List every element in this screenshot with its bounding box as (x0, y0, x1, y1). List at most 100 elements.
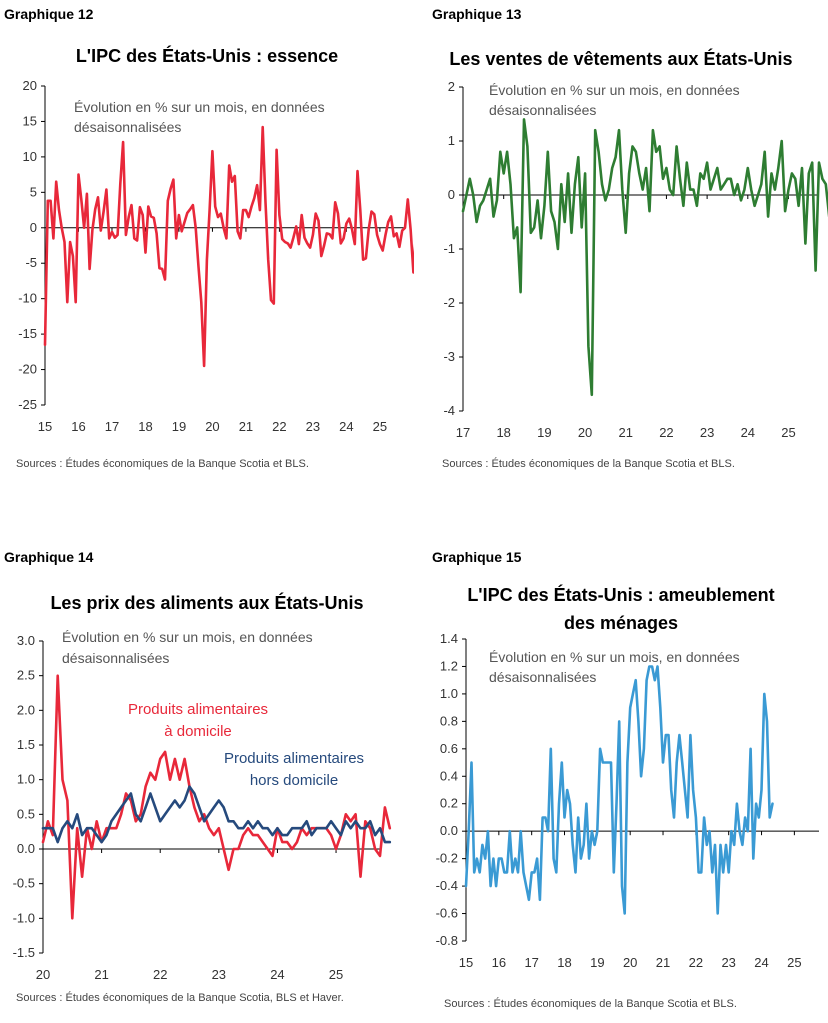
y-tick-label: -20 (18, 362, 37, 377)
chart-title: L'IPC des États-Unis : ameublement des m… (467, 585, 775, 633)
chart-svg-gasoline: Évolution en % sur un mois, en données d… (18, 78, 414, 434)
x-tick-label: 22 (659, 425, 673, 440)
y-tick-label: 0.2 (440, 796, 458, 811)
x-tick-label: 21 (239, 419, 253, 434)
x-tick-label: 25 (329, 967, 343, 982)
y-tick-label: -2 (443, 295, 455, 310)
y-tick-label: 1 (448, 133, 455, 148)
y-tick-label: -0.8 (436, 933, 458, 948)
x-tick-label: 24 (270, 967, 284, 982)
x-tick-label: 21 (619, 425, 633, 440)
x-tick-label: 25 (781, 425, 795, 440)
x-tick-label: 19 (590, 955, 604, 970)
y-tick-label: 0.8 (440, 713, 458, 728)
y-tick-label: -5 (25, 255, 37, 270)
chart-title: Les ventes de vêtements aux États-Unis (449, 49, 793, 69)
x-tick-label: 16 (492, 955, 506, 970)
y-tick-label: 0.4 (440, 768, 458, 783)
x-tick-label: 18 (496, 425, 510, 440)
y-tick-label: -15 (18, 326, 37, 341)
series-line-0 (461, 118, 828, 397)
legend-home-line-1: Produits alimentaires (128, 701, 268, 718)
x-tick-label: 20 (205, 419, 219, 434)
y-tick-label: -1 (443, 241, 455, 256)
y-tick-label: 3.0 (17, 633, 35, 648)
x-tick-label: 23 (212, 967, 226, 982)
y-tick-label: 0.6 (440, 741, 458, 756)
x-tick-label: 17 (456, 425, 470, 440)
chart-source: Sources : Études économiques de la Banqu… (16, 458, 309, 470)
chart-label: Graphique 12 (4, 6, 94, 22)
series-line-0 (41, 674, 392, 920)
y-tick-label: -1.5 (13, 945, 35, 960)
y-tick-label: -0.5 (13, 876, 35, 891)
x-tick-label: 18 (138, 419, 152, 434)
chart-svg-clothing: Évolution en % sur un mois, en données d… (443, 79, 828, 440)
chart-note-line-1: Évolution en % sur un mois, en données (62, 629, 313, 645)
chart-note-line-1: Évolution en % sur un mois, en données (489, 82, 740, 98)
chart-source: Sources : Études économiques de la Banqu… (444, 998, 737, 1010)
y-tick-label: 0 (448, 187, 455, 202)
chart-title: Les prix des aliments aux États-Unis (50, 593, 364, 613)
chart-label: Graphique 13 (432, 6, 522, 22)
chart-panel-gasoline: Graphique 12 L'IPC des États-Unis : esse… (0, 0, 414, 511)
chart-source: Sources : Études économiques de la Banqu… (16, 992, 344, 1004)
x-tick-label: 22 (272, 419, 286, 434)
legend-home-line-2: à domicile (164, 723, 232, 740)
series-line-0 (464, 665, 774, 915)
y-tick-label: 2.5 (17, 668, 35, 683)
y-tick-label: 2 (448, 79, 455, 94)
x-tick-label: 22 (689, 955, 703, 970)
y-tick-label: 0.0 (440, 823, 458, 838)
chart-label: Graphique 15 (432, 549, 522, 565)
x-tick-label: 25 (373, 419, 387, 434)
series-line-1 (41, 785, 392, 844)
x-tick-label: 20 (623, 955, 637, 970)
y-tick-label: 1.2 (440, 658, 458, 673)
y-tick-label: 0.0 (17, 841, 35, 856)
y-tick-label: -4 (443, 403, 455, 418)
legend-away-line-2: hors domicile (250, 772, 338, 789)
x-tick-label: 20 (578, 425, 592, 440)
chart-note-line-2: désaisonnalisées (489, 102, 596, 118)
y-tick-label: -0.6 (436, 906, 458, 921)
x-tick-label: 17 (105, 419, 119, 434)
chart-label: Graphique 14 (4, 549, 94, 565)
chart-panel-furnishings: Graphique 15 L'IPC des États-Unis : ameu… (414, 511, 828, 1022)
x-tick-label: 21 (94, 967, 108, 982)
chart-panel-clothing: Graphique 13 Les ventes de vêtements aux… (414, 0, 828, 511)
chart-note-line-1: Évolution en % sur un mois, en données (74, 99, 325, 115)
series-line-0 (43, 125, 414, 368)
y-tick-label: -3 (443, 349, 455, 364)
chart-panel-food: Graphique 14 Les prix des aliments aux É… (0, 511, 414, 1022)
x-tick-label: 18 (557, 955, 571, 970)
y-tick-label: 20 (23, 78, 37, 93)
y-tick-label: 15 (23, 113, 37, 128)
x-tick-label: 17 (524, 955, 538, 970)
y-tick-label: 0 (30, 220, 37, 235)
x-tick-label: 19 (537, 425, 551, 440)
x-tick-label: 15 (459, 955, 473, 970)
chart-svg-furnishings: Évolution en % sur un mois, en données d… (436, 631, 819, 970)
x-tick-label: 23 (700, 425, 714, 440)
x-tick-label: 24 (339, 419, 353, 434)
x-tick-label: 19 (172, 419, 186, 434)
x-tick-label: 24 (741, 425, 755, 440)
y-tick-label: -10 (18, 291, 37, 306)
x-tick-label: 16 (71, 419, 85, 434)
y-tick-label: 1.5 (17, 737, 35, 752)
chart-note-line-2: désaisonnalisées (489, 669, 596, 685)
x-tick-label: 25 (787, 955, 801, 970)
chart-title: L'IPC des États-Unis : essence (75, 46, 339, 66)
chart-note-line-1: Évolution en % sur un mois, en données (489, 649, 740, 665)
x-tick-label: 23 (721, 955, 735, 970)
chart-note-line-2: désaisonnalisées (62, 650, 169, 666)
chart-source: Sources : Études économiques de la Banqu… (442, 458, 735, 470)
x-tick-label: 15 (38, 419, 52, 434)
x-tick-label: 24 (754, 955, 768, 970)
y-tick-label: -1.0 (13, 910, 35, 925)
chart-svg-food: Évolution en % sur un mois, en données d… (13, 629, 392, 982)
y-tick-label: 5 (30, 184, 37, 199)
y-tick-label: -0.4 (436, 878, 458, 893)
y-tick-label: 2.0 (17, 702, 35, 717)
